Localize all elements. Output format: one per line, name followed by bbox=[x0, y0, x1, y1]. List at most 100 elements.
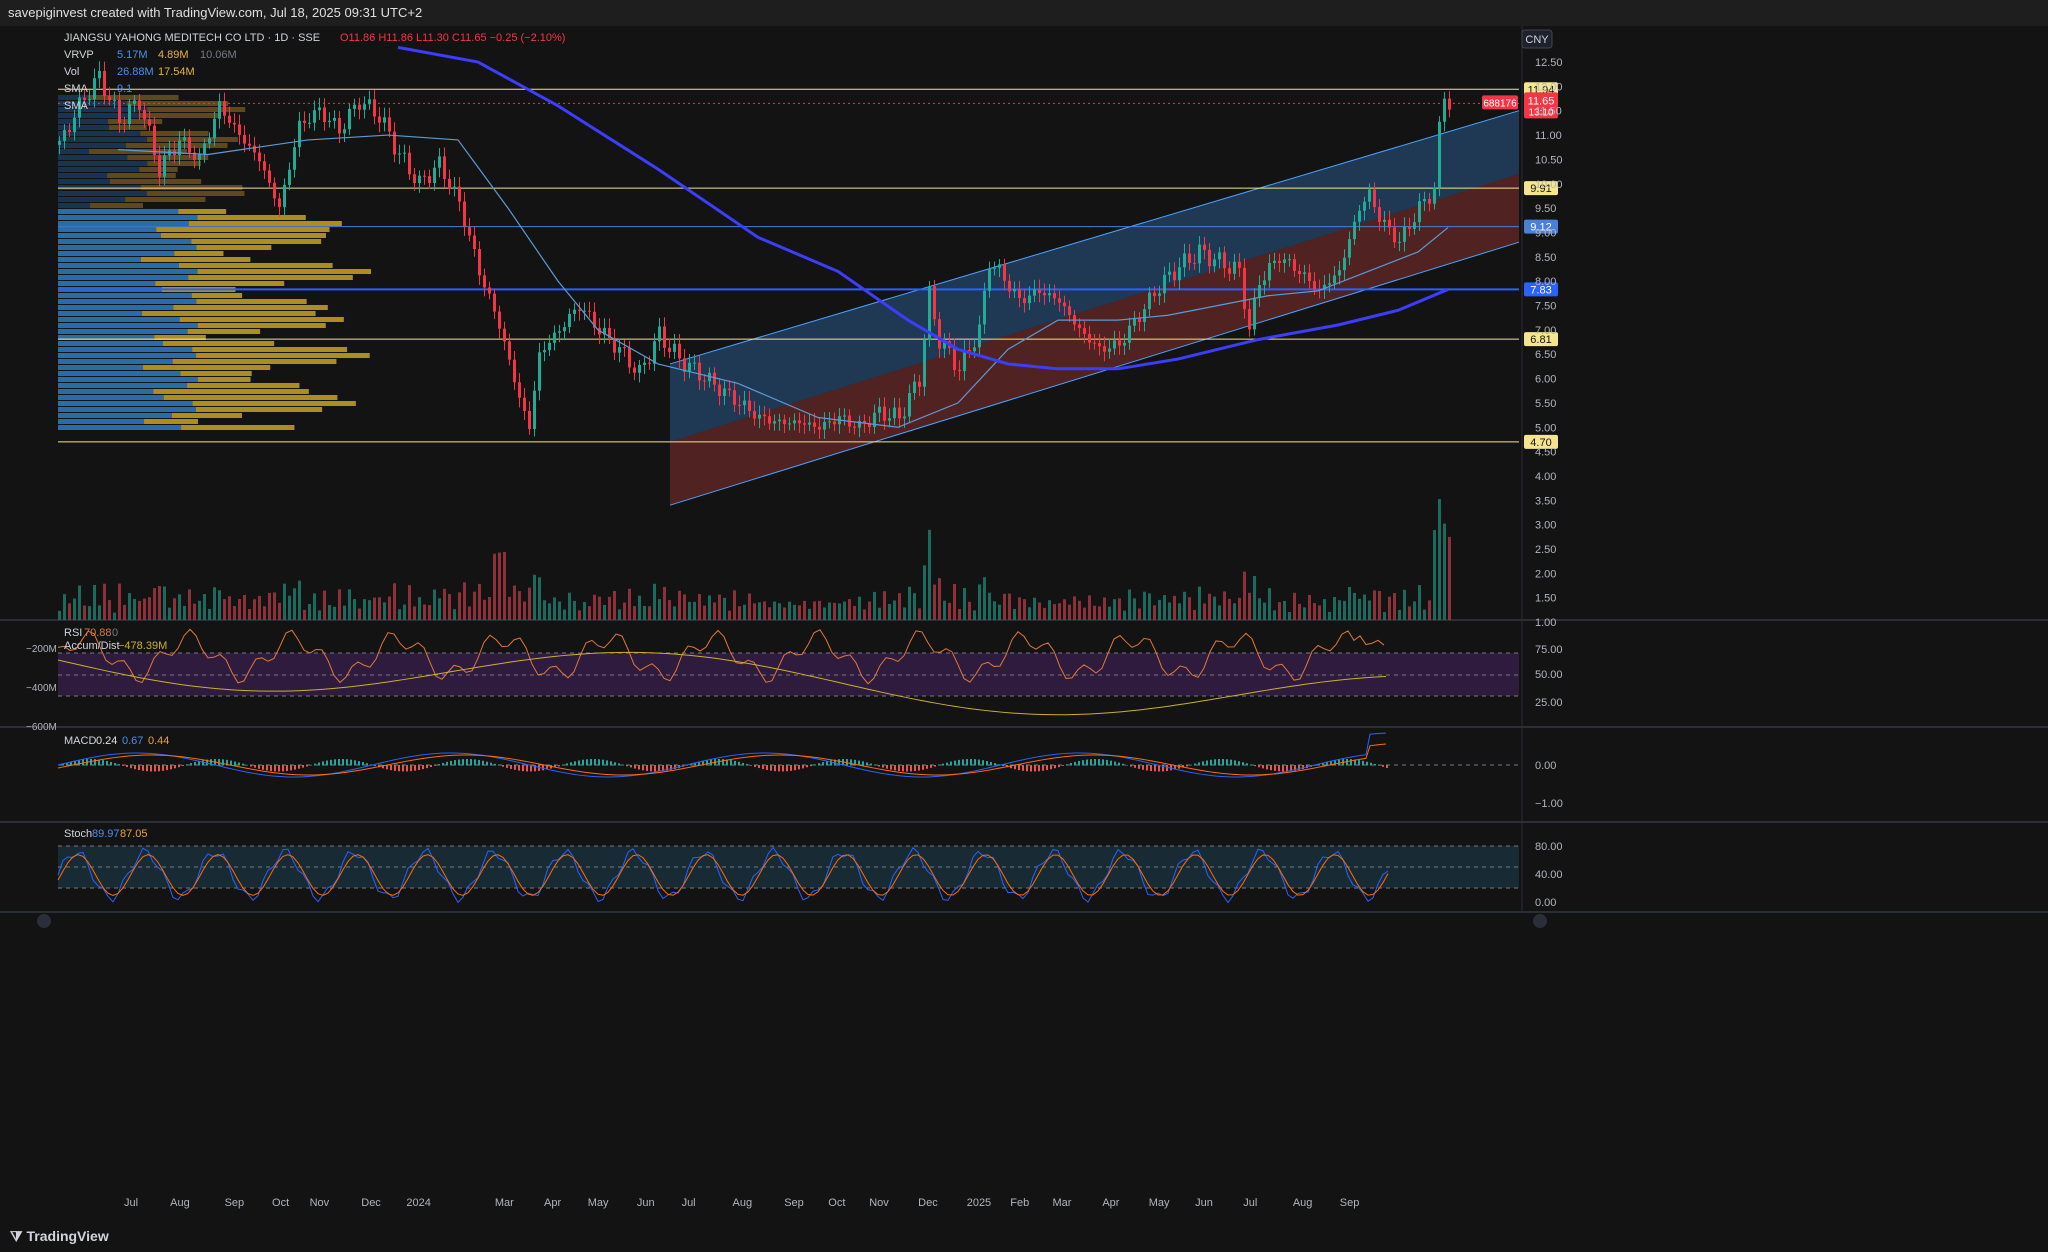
indicator-legend-name: SMA bbox=[64, 100, 89, 112]
candle-body bbox=[233, 122, 236, 125]
sma-fast-line bbox=[117, 134, 1449, 428]
volume-bar bbox=[1153, 605, 1156, 620]
indicator-legend-value: 9.1 bbox=[117, 83, 132, 95]
macd-histogram-bar bbox=[250, 765, 252, 767]
price-axis-tick: 5.50 bbox=[1535, 398, 1556, 410]
candle-body bbox=[1213, 259, 1216, 267]
macd-histogram-bar bbox=[1142, 765, 1144, 770]
volume-bar bbox=[633, 606, 636, 620]
candle-body bbox=[438, 156, 441, 168]
candle-body bbox=[753, 410, 756, 419]
volume-bar bbox=[553, 597, 556, 620]
candle-body bbox=[1043, 292, 1046, 296]
macd-histogram-bar bbox=[770, 765, 772, 771]
volume-bar bbox=[668, 600, 671, 620]
macd-histogram-bar bbox=[822, 762, 824, 766]
macd-histogram-bar bbox=[362, 762, 364, 766]
rsi-line bbox=[57, 628, 1385, 685]
candle-body bbox=[273, 182, 276, 199]
time-axis-label: Aug bbox=[733, 1197, 753, 1209]
volume-bar bbox=[1228, 598, 1231, 620]
tradingview-logo[interactable]: ⧩ TradingView bbox=[10, 1228, 109, 1245]
vrvp-down-bar bbox=[174, 251, 224, 256]
volume-bar bbox=[73, 598, 76, 620]
vrvp-up-bar bbox=[58, 131, 141, 136]
time-axis-label: Dec bbox=[918, 1197, 938, 1209]
macd-histogram-bar bbox=[1254, 765, 1256, 767]
candle-body bbox=[333, 117, 336, 121]
stoch-legend-k: 89.97 bbox=[92, 828, 120, 840]
candle-body bbox=[1048, 293, 1051, 296]
vrvp-up-bar bbox=[58, 101, 127, 106]
macd-histogram-bar bbox=[1358, 760, 1360, 766]
macd-histogram-bar bbox=[1166, 765, 1168, 771]
macd-histogram-bar bbox=[334, 759, 336, 766]
candle-body bbox=[668, 347, 671, 352]
volume-bar bbox=[78, 585, 81, 620]
vrvp-up-bar bbox=[58, 125, 110, 130]
stoch-d-line bbox=[57, 854, 1389, 896]
volume-bar bbox=[413, 606, 416, 620]
macd-histogram-bar bbox=[946, 762, 948, 766]
macd-histogram-bar bbox=[1114, 761, 1116, 766]
candle-body bbox=[1333, 275, 1336, 284]
macd-histogram-bar bbox=[1030, 765, 1032, 772]
volume-bar bbox=[803, 600, 806, 620]
volume-bar bbox=[1268, 588, 1271, 620]
vrvp-up-bar bbox=[58, 203, 91, 208]
macd-histogram-bar bbox=[858, 760, 860, 766]
macd-histogram-bar bbox=[78, 759, 80, 766]
macd-histogram-bar bbox=[350, 759, 352, 766]
candle-body bbox=[1403, 226, 1406, 242]
candle-body bbox=[413, 174, 416, 184]
tradingview-mark-icon: ⧩ bbox=[10, 1229, 23, 1245]
macd-histogram-bar bbox=[602, 759, 604, 766]
candle-body bbox=[1163, 274, 1166, 294]
macd-histogram-bar bbox=[358, 761, 360, 766]
candle-body bbox=[1143, 309, 1146, 323]
vrvp-up-bar bbox=[58, 329, 188, 334]
candle-body bbox=[1433, 187, 1436, 204]
macd-histogram-bar bbox=[786, 765, 788, 772]
macd-histogram-bar bbox=[902, 765, 904, 772]
macd-histogram-bar bbox=[622, 764, 624, 766]
candle-body bbox=[258, 152, 261, 162]
macd-histogram-bar bbox=[102, 760, 104, 766]
candle-body bbox=[1368, 189, 1371, 202]
macd-histogram-bar bbox=[286, 765, 288, 772]
candle-body bbox=[1058, 298, 1061, 303]
macd-histogram-bar bbox=[342, 759, 344, 766]
volume-bar bbox=[843, 601, 846, 620]
candle-body bbox=[678, 343, 681, 359]
rsi-legend-label: RSI bbox=[64, 627, 82, 639]
vrvp-up-bar bbox=[58, 197, 126, 202]
volume-bar bbox=[533, 574, 536, 620]
volume-bar bbox=[368, 600, 371, 620]
candle-body bbox=[1423, 198, 1426, 202]
macd-histogram-bar bbox=[722, 759, 724, 766]
candle-body bbox=[628, 347, 631, 368]
candle-body bbox=[503, 328, 506, 342]
candle-body bbox=[843, 415, 846, 417]
macd-histogram-bar bbox=[278, 765, 280, 772]
accum-dist-legend-label: Accum/Dist bbox=[64, 640, 120, 652]
macd-histogram-bar bbox=[562, 764, 564, 766]
price-axis-tick: 2.00 bbox=[1535, 568, 1556, 580]
candle-body bbox=[1098, 343, 1101, 347]
volume-bar bbox=[973, 610, 976, 620]
candle-body bbox=[603, 327, 606, 335]
candle-body bbox=[983, 290, 986, 325]
macd-histogram-bar bbox=[402, 765, 404, 772]
macd-histogram-bar bbox=[826, 761, 828, 766]
macd-histogram-bar bbox=[490, 762, 492, 766]
macd-histogram-bar bbox=[818, 763, 820, 766]
macd-histogram-bar bbox=[510, 765, 512, 769]
candle-body bbox=[1448, 98, 1451, 110]
volume-bar bbox=[323, 590, 326, 620]
volume-bar bbox=[1288, 611, 1291, 620]
macd-histogram-bar bbox=[1178, 765, 1180, 769]
macd-histogram-bar bbox=[186, 764, 188, 766]
macd-histogram-bar bbox=[174, 765, 176, 769]
vrvp-up-bar bbox=[58, 365, 144, 370]
